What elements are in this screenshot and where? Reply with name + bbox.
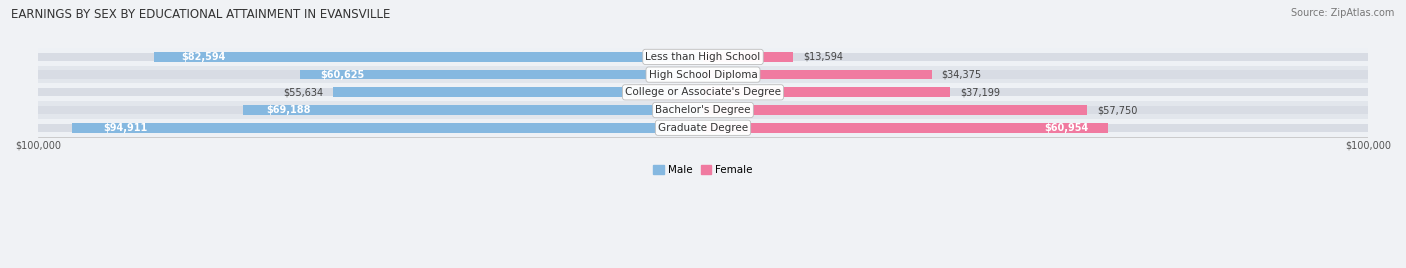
Text: $34,375: $34,375 [942,70,981,80]
Bar [703,88,1368,96]
Text: Graduate Degree: Graduate Degree [658,123,748,133]
Bar [38,70,703,79]
Text: $37,199: $37,199 [960,87,1000,97]
Text: Source: ZipAtlas.com: Source: ZipAtlas.com [1291,8,1395,18]
Text: $94,911: $94,911 [104,123,148,133]
Bar [38,48,1368,66]
Bar [38,101,1368,119]
Bar [703,70,1368,79]
Bar [38,66,1368,83]
Text: $82,594: $82,594 [181,52,225,62]
Bar [38,119,1368,137]
Text: Less than High School: Less than High School [645,52,761,62]
Text: EARNINGS BY SEX BY EDUCATIONAL ATTAINMENT IN EVANSVILLE: EARNINGS BY SEX BY EDUCATIONAL ATTAINMEN… [11,8,391,21]
Bar [703,106,1368,114]
Bar [703,70,932,80]
Text: College or Associate's Degree: College or Associate's Degree [626,87,780,97]
Text: High School Diploma: High School Diploma [648,70,758,80]
Text: $57,750: $57,750 [1097,105,1137,115]
Text: $60,625: $60,625 [321,70,364,80]
Bar [703,123,1108,133]
Bar [703,105,1087,115]
Bar [38,53,703,61]
Bar [38,124,703,132]
Bar [333,87,703,97]
Bar [153,52,703,62]
Legend: Male, Female: Male, Female [650,161,756,179]
Bar [38,83,1368,101]
Bar [703,53,1368,61]
Text: Bachelor's Degree: Bachelor's Degree [655,105,751,115]
Bar [243,105,703,115]
Bar [703,87,950,97]
Bar [703,52,793,62]
Text: $55,634: $55,634 [283,87,323,97]
Text: $60,954: $60,954 [1043,123,1088,133]
Bar [72,123,703,133]
Bar [38,88,703,96]
Bar [299,70,703,80]
Bar [38,106,703,114]
Text: $69,188: $69,188 [266,105,311,115]
Bar [703,124,1368,132]
Text: $13,594: $13,594 [803,52,844,62]
